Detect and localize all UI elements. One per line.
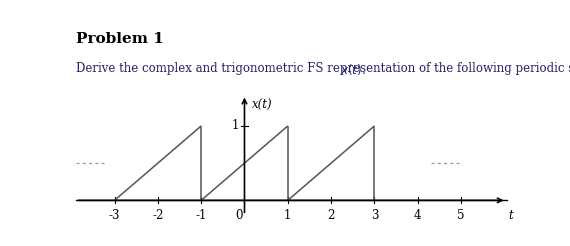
Text: x(t): x(t) bbox=[253, 99, 273, 112]
Text: Derive the complex and trigonometric FS representation of the following periodic: Derive the complex and trigonometric FS … bbox=[76, 62, 570, 75]
Text: 1: 1 bbox=[284, 209, 291, 222]
Text: -1: -1 bbox=[196, 209, 207, 222]
Text: t: t bbox=[508, 209, 514, 222]
Text: 1: 1 bbox=[231, 119, 239, 132]
Text: 5: 5 bbox=[457, 209, 465, 222]
Text: 3: 3 bbox=[370, 209, 378, 222]
Text: 0: 0 bbox=[235, 209, 243, 222]
Text: Problem 1: Problem 1 bbox=[76, 32, 164, 46]
Text: 4: 4 bbox=[414, 209, 421, 222]
Text: 2: 2 bbox=[327, 209, 335, 222]
Text: $x(t)$.: $x(t)$. bbox=[340, 62, 366, 77]
Text: -3: -3 bbox=[109, 209, 120, 222]
Text: -2: -2 bbox=[152, 209, 164, 222]
